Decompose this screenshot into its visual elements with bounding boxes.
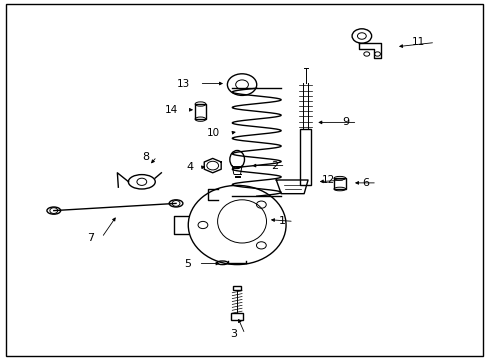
Text: 5: 5 (183, 258, 190, 269)
Text: 14: 14 (165, 105, 178, 115)
Bar (233, 286, 241, 290)
Bar (333, 178, 345, 189)
Text: 3: 3 (230, 329, 237, 339)
Bar (299, 129, 311, 185)
Text: 9: 9 (342, 117, 349, 127)
Text: 1: 1 (279, 216, 285, 226)
Bar (195, 104, 205, 119)
Text: 8: 8 (142, 152, 149, 162)
Text: 4: 4 (185, 162, 193, 172)
Text: 2: 2 (270, 161, 277, 171)
Text: 11: 11 (411, 37, 425, 48)
Bar (231, 313, 243, 320)
Text: 12: 12 (322, 175, 335, 185)
Text: 10: 10 (206, 128, 220, 138)
Text: 13: 13 (176, 78, 189, 89)
Text: 7: 7 (86, 233, 94, 243)
Text: 6: 6 (362, 178, 368, 188)
